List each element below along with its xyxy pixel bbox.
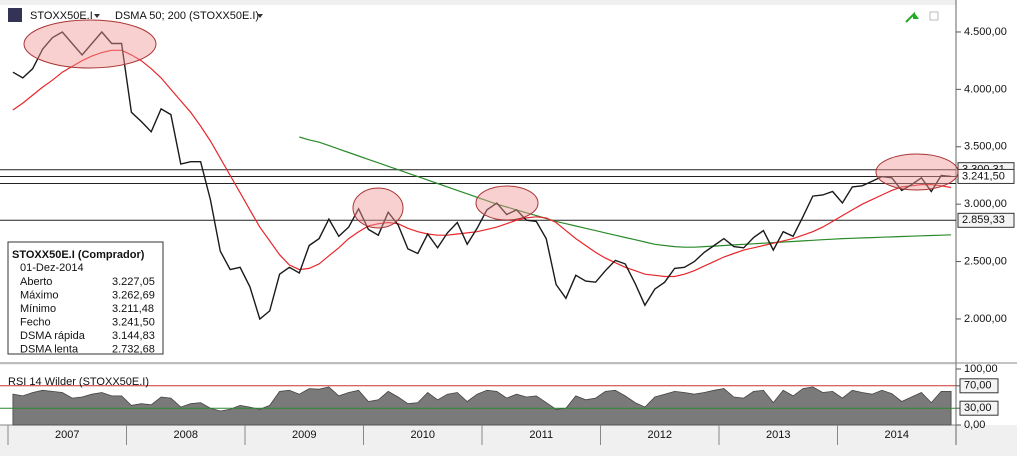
info-value: 3.241,50: [112, 316, 155, 328]
symbol[interactable]: STOXX50E.I: [30, 10, 93, 22]
y-tick-label: 2.500,00: [964, 255, 1007, 267]
highlight: [875, 153, 959, 191]
x-tick-label: 2013: [766, 429, 790, 441]
info-value: 2.732,68: [112, 343, 155, 355]
info-box: [7, 241, 164, 355]
rsi-title: RSI 14 Wilder (STOXX50E.I): [8, 376, 149, 388]
rsi-area: [12, 386, 952, 426]
price-axis-bg: [956, 0, 1017, 425]
y-tick-label: 30,00: [964, 402, 992, 414]
info-label: DSMA lenta: [20, 343, 79, 355]
info-value: 3.144,83: [112, 330, 155, 342]
info-value: 3.227,05: [112, 276, 155, 288]
info-title: STOXX50E.I (Comprador): [12, 249, 145, 261]
x-tick-label: 2014: [885, 429, 909, 441]
info-label: Fecho: [20, 316, 51, 328]
dropdown-arrow[interactable]: [257, 14, 263, 18]
window-button[interactable]: [929, 11, 939, 21]
highlight: [475, 185, 539, 221]
x-tick-label: 2011: [529, 429, 553, 441]
info-label: Mínimo: [20, 303, 56, 315]
info-label: Aberto: [20, 276, 52, 288]
symbol-icon[interactable]: [8, 8, 22, 22]
highlight: [23, 19, 157, 69]
y-tick-label: 4.500,00: [964, 26, 1007, 38]
y-tick-label: 100,00: [964, 363, 998, 375]
indicator[interactable]: DSMA 50; 200 (STOXX50E.I): [115, 10, 259, 22]
highlight: [352, 187, 404, 229]
level-tag: [959, 400, 999, 416]
series-line: [12, 49, 952, 278]
plot: 2.000,00 2.500,00 3.000,00 3.500,00 4.000,00…: [0, 26, 1015, 445]
info-label: Máximo: [20, 289, 59, 301]
level-tag: [957, 168, 1015, 184]
level-label: 2.859,33: [962, 214, 1005, 226]
y-tick-label: 4.000,00: [964, 83, 1007, 95]
y-tick-label: 3.500,00: [964, 141, 1007, 153]
x-tick-label: 2009: [292, 429, 316, 441]
level-tag: [959, 378, 999, 394]
level-label: 3.241,50: [962, 170, 1005, 182]
dropdown-arrow[interactable]: [94, 14, 100, 18]
series-line: [299, 136, 952, 248]
info-value: 3.211,48: [112, 303, 154, 315]
x-tick-label: 2007: [55, 429, 79, 441]
x-tick-label: 2010: [411, 429, 435, 441]
info-date: 01-Dez-2014: [20, 262, 84, 274]
trend-icon[interactable]: [905, 11, 919, 23]
series-line: [12, 30, 952, 321]
y-tick-label: 3.000,00: [964, 198, 1007, 210]
info-value: 3.262,69: [112, 289, 155, 301]
y-tick-label: 0,00: [964, 419, 985, 431]
y-tick-label: 2.000,00: [964, 313, 1007, 325]
x-tick-label: 2008: [174, 429, 198, 441]
x-tick-label: 2012: [648, 429, 672, 441]
y-tick-label: 70,00: [964, 380, 992, 392]
info-label: DSMA rápida: [20, 330, 86, 342]
level-tag: [957, 212, 1015, 228]
